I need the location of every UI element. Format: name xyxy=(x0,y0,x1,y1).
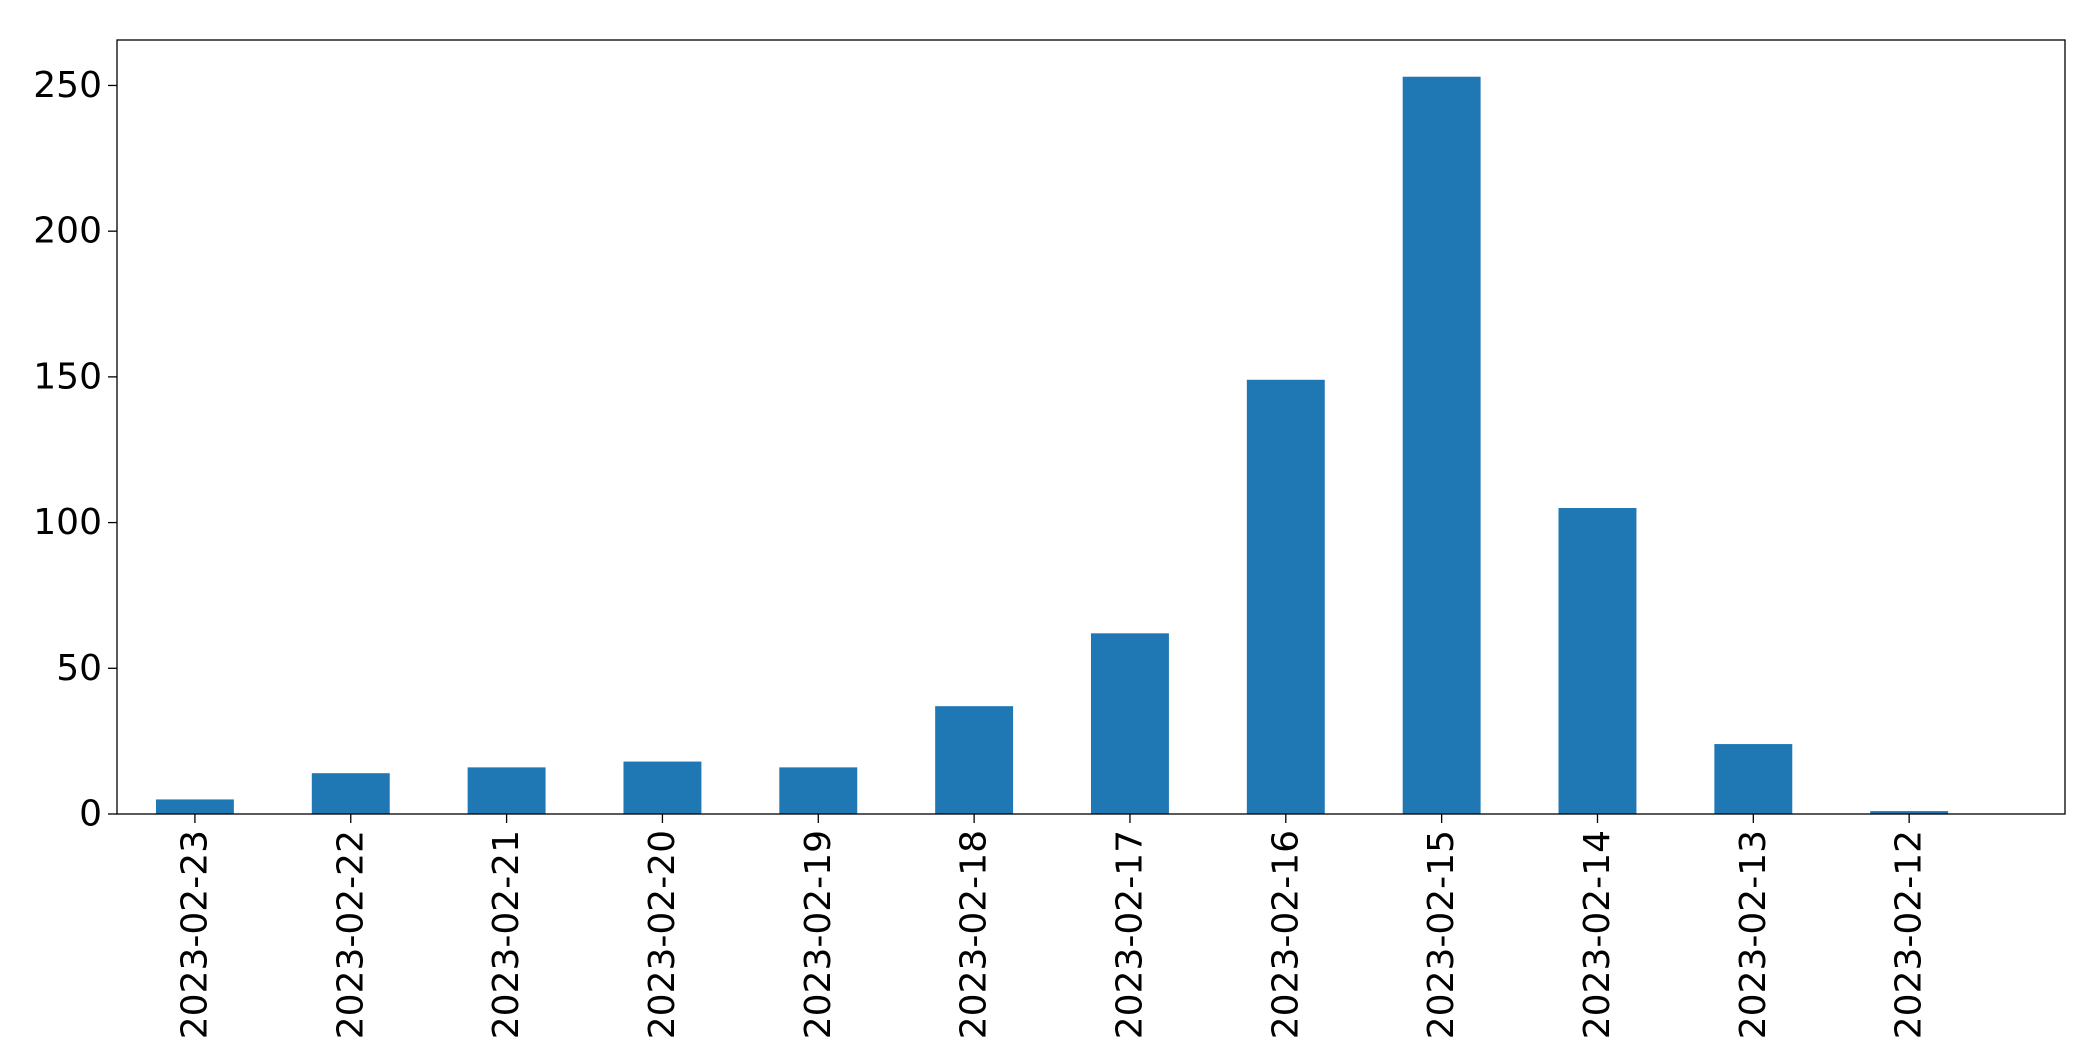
y-tick-label: 150 xyxy=(33,356,102,397)
y-axis: 0 50 100 150 200 250 xyxy=(33,65,117,835)
x-tick-label: 2023-02-18 xyxy=(954,830,995,1039)
bar-2023-02-20 xyxy=(623,761,702,814)
x-tick-label: 2023-02-20 xyxy=(642,830,683,1039)
bar-2023-02-15 xyxy=(1402,76,1481,815)
y-tick-label: 200 xyxy=(33,211,102,252)
plot-frame xyxy=(116,39,2066,815)
bar-2023-02-19 xyxy=(779,767,858,814)
x-axis: 2023-02-23 2023-02-22 2023-02-21 2023-02-20… xyxy=(174,814,1930,1039)
x-tick-label: 2023-02-16 xyxy=(1265,830,1306,1039)
bar-2023-02-17 xyxy=(1091,633,1169,814)
x-tick-label: 2023-02-19 xyxy=(798,830,839,1039)
x-tick-label: 2023-02-17 xyxy=(1109,830,1150,1039)
y-tick-label: 0 xyxy=(79,794,102,835)
x-tick-label: 2023-02-14 xyxy=(1577,830,1618,1039)
x-tick-label: 2023-02-13 xyxy=(1733,830,1774,1039)
bar-2023-02-13 xyxy=(1714,744,1793,814)
y-tick-label: 50 xyxy=(56,648,102,689)
x-tick-label: 2023-02-12 xyxy=(1889,830,1930,1039)
bar-2023-02-12 xyxy=(1870,811,1949,814)
bar-2023-02-23 xyxy=(155,799,234,814)
x-tick-label: 2023-02-15 xyxy=(1421,830,1462,1039)
bars-group xyxy=(155,76,1949,815)
y-tick-label: 100 xyxy=(33,502,102,543)
bar-2023-02-14 xyxy=(1558,508,1637,814)
x-tick-label: 2023-02-23 xyxy=(174,830,215,1039)
x-tick-label: 2023-02-21 xyxy=(486,830,527,1039)
bar-2023-02-16 xyxy=(1246,379,1325,814)
y-tick-label: 250 xyxy=(33,65,102,106)
bar-2023-02-22 xyxy=(311,773,390,814)
bar-2023-02-18 xyxy=(935,706,1014,814)
x-tick-label: 2023-02-22 xyxy=(330,830,371,1039)
bar-2023-02-21 xyxy=(467,767,546,814)
